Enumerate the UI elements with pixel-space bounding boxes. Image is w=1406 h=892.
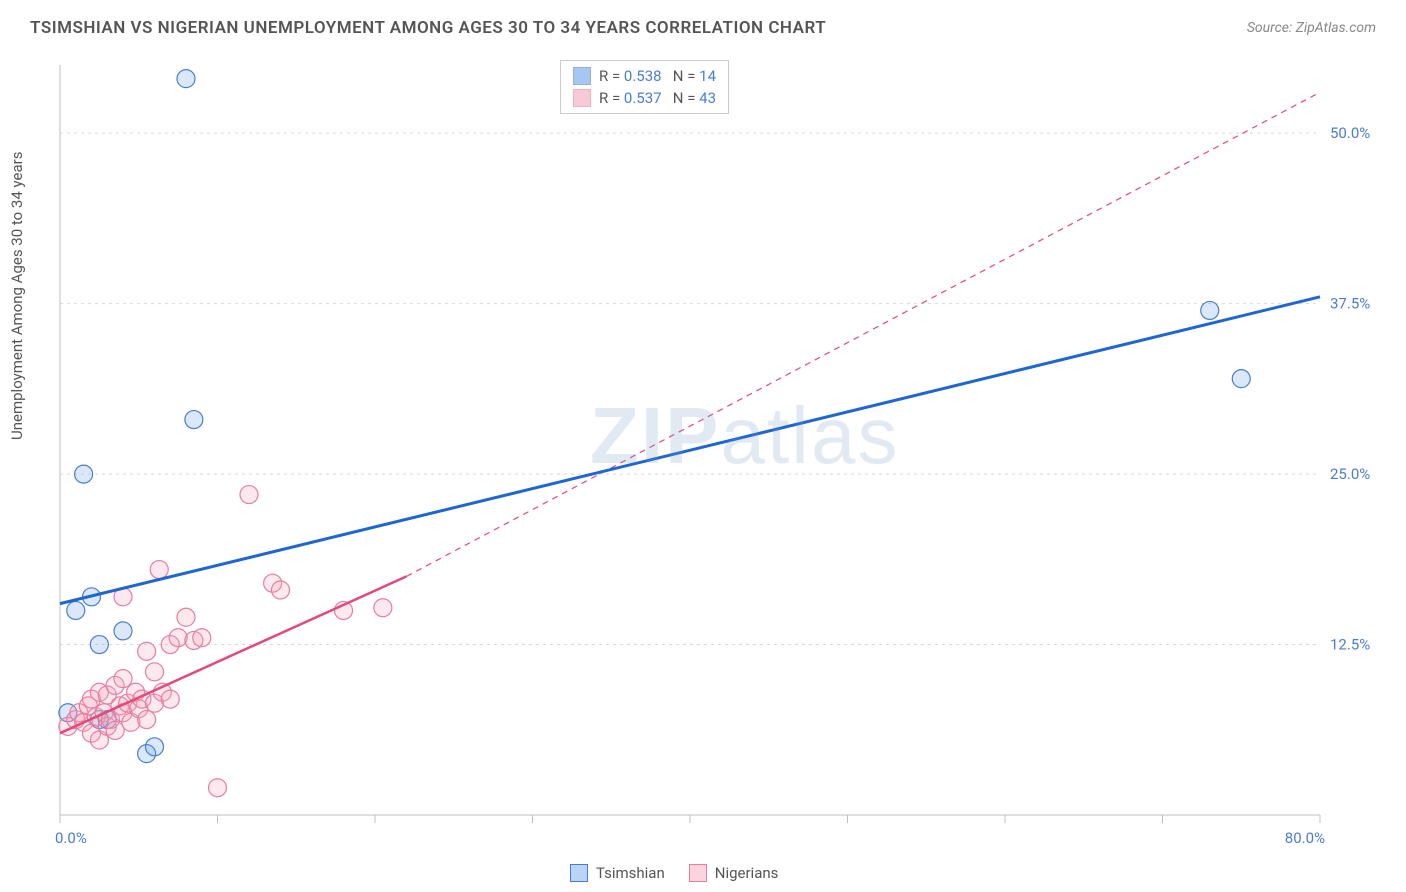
series-legend-item: Nigerians [689, 864, 779, 882]
legend-stat: R = 0.538 N = 14 [599, 67, 716, 85]
series-legend-item: Tsimshian [570, 864, 665, 882]
scatter-chart-svg: 12.5% 25.0% 37.5% 50.0% 0.0% 80.0% [50, 55, 1390, 865]
legend-swatch [689, 864, 707, 882]
svg-text:12.5%: 12.5% [1330, 636, 1370, 654]
svg-text:37.5%: 37.5% [1330, 295, 1370, 313]
chart-title: TSIMSHIAN VS NIGERIAN UNEMPLOYMENT AMONG… [30, 18, 826, 38]
legend-swatch [570, 864, 588, 882]
chart-area: 12.5% 25.0% 37.5% 50.0% 0.0% 80.0% [50, 55, 1390, 865]
legend-swatch [573, 67, 591, 85]
correlation-legend: R = 0.538 N = 14 R = 0.537 N = 43 [560, 60, 729, 114]
svg-text:0.0%: 0.0% [55, 829, 87, 847]
legend-row: R = 0.538 N = 14 [573, 65, 716, 87]
legend-stat: R = 0.537 N = 43 [599, 89, 716, 107]
legend-label: Tsimshian [596, 864, 665, 882]
legend-label: Nigerians [715, 864, 779, 882]
source-label: Source: ZipAtlas.com [1247, 20, 1376, 36]
legend-swatch [573, 89, 591, 107]
svg-text:50.0%: 50.0% [1330, 124, 1370, 142]
y-axis-label: Unemployment Among Ages 30 to 34 years [8, 152, 26, 440]
legend-row: R = 0.537 N = 43 [573, 87, 716, 109]
svg-text:80.0%: 80.0% [1285, 829, 1325, 847]
svg-text:25.0%: 25.0% [1330, 465, 1370, 483]
series-legend: Tsimshian Nigerians [570, 864, 778, 882]
